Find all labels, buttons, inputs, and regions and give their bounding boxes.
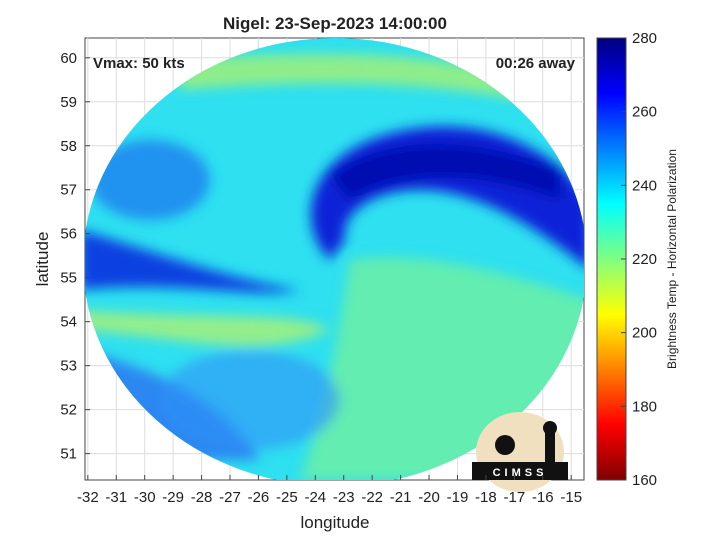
- vmax-annotation: Vmax: 50 kts: [93, 55, 185, 72]
- logo-text: CIMSS: [493, 467, 548, 479]
- x-tick-label: -25: [276, 489, 298, 506]
- x-tick-label: -29: [162, 489, 184, 506]
- colorbar-tick-label: 240: [632, 177, 657, 194]
- colorbar-tick-label: 200: [632, 325, 657, 342]
- colorbar-tick-label: 260: [632, 104, 657, 121]
- time-annotation: 00:26 away: [496, 55, 576, 72]
- x-tick-label: -15: [560, 489, 582, 506]
- x-tick-label: -24: [304, 489, 326, 506]
- x-tick-label: -20: [418, 489, 440, 506]
- colorbar-tick-label: 160: [632, 472, 657, 489]
- x-tick-label: -30: [134, 489, 156, 506]
- y-tick-label: 52: [60, 402, 77, 419]
- y-tick-label: 54: [60, 314, 77, 331]
- y-tick-label: 58: [60, 138, 77, 155]
- x-tick-label: -23: [333, 489, 355, 506]
- x-tick-label: -26: [248, 489, 270, 506]
- y-tick-label: 53: [60, 358, 77, 375]
- x-axis-label: longitude: [300, 513, 369, 532]
- y-tick-label: 59: [60, 94, 77, 111]
- y-tick-label: 60: [60, 50, 77, 67]
- title: Nigel: 23-Sep-2023 14:00:00: [223, 14, 447, 33]
- x-tick-label: -27: [219, 489, 241, 506]
- satellite-image: [85, 38, 584, 480]
- x-tick-label: -32: [77, 489, 99, 506]
- colorbar-label: Brightness Temp - Horizontal Polarizatio…: [665, 149, 679, 369]
- y-axis-label: latitude: [33, 232, 52, 287]
- x-tick-label: -22: [361, 489, 383, 506]
- cimss-logo: CIMSS: [472, 412, 568, 492]
- y-tick-label: 56: [60, 226, 77, 243]
- y-tick-label: 57: [60, 182, 77, 199]
- y-tick-label: 55: [60, 270, 77, 287]
- colorbar-tick-label: 220: [632, 251, 657, 268]
- colorbar-tick-label: 280: [632, 30, 657, 47]
- x-tick-label: -21: [390, 489, 412, 506]
- y-tick-label: 51: [60, 446, 77, 463]
- x-tick-label: -16: [532, 489, 554, 506]
- x-tick-label: -18: [475, 489, 497, 506]
- x-tick-label: -17: [503, 489, 525, 506]
- colorbar-tick-label: 180: [632, 398, 657, 415]
- x-tick-label: -31: [105, 489, 127, 506]
- x-tick-label: -19: [447, 489, 469, 506]
- x-tick-label: -28: [191, 489, 213, 506]
